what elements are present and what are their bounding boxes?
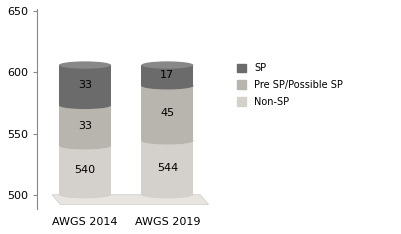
Ellipse shape — [141, 82, 193, 89]
Bar — [59, 65, 111, 105]
Ellipse shape — [59, 102, 111, 109]
Ellipse shape — [59, 142, 111, 150]
Text: 33: 33 — [78, 121, 92, 131]
Bar — [141, 86, 193, 141]
Ellipse shape — [59, 142, 111, 150]
Ellipse shape — [141, 137, 193, 145]
Bar — [59, 105, 111, 146]
Ellipse shape — [141, 137, 193, 145]
Bar — [141, 141, 193, 195]
Text: 17: 17 — [160, 70, 174, 80]
Text: 544: 544 — [157, 163, 178, 173]
Text: 33: 33 — [78, 80, 92, 90]
Ellipse shape — [141, 82, 193, 89]
Ellipse shape — [59, 191, 111, 198]
Ellipse shape — [141, 191, 193, 198]
Legend: SP, Pre SP/Possible SP, Non-SP: SP, Pre SP/Possible SP, Non-SP — [233, 59, 347, 111]
Text: 45: 45 — [160, 108, 174, 118]
Bar — [59, 146, 111, 195]
Ellipse shape — [141, 61, 193, 69]
Polygon shape — [52, 195, 209, 205]
Ellipse shape — [59, 61, 111, 69]
Bar — [141, 65, 193, 86]
Text: 540: 540 — [75, 165, 95, 175]
Ellipse shape — [59, 102, 111, 109]
